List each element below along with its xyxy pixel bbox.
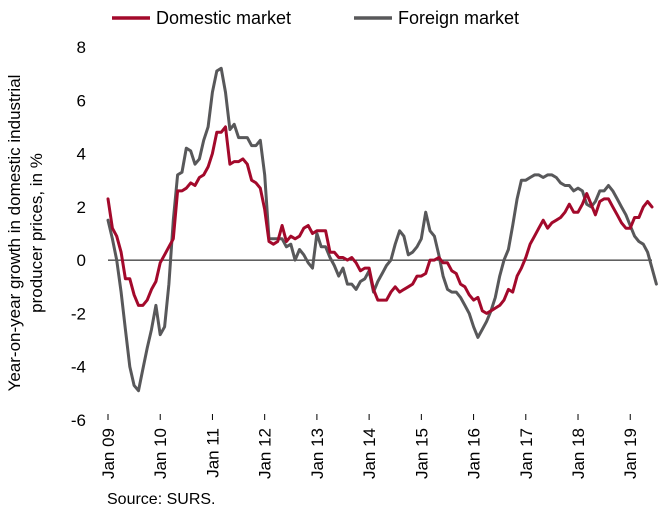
x-tick-label: Jan 18 <box>569 428 588 479</box>
x-tick-label: Jan 10 <box>151 428 170 479</box>
x-tick-label: Jan 12 <box>256 428 275 479</box>
x-tick-label: Jan 14 <box>360 428 379 479</box>
legend-label-foreign-market: Foreign market <box>398 8 519 28</box>
y-tick-label: 2 <box>77 198 86 217</box>
y-tick-label: 6 <box>77 91 86 110</box>
y-tick-label: -6 <box>71 411 86 430</box>
source-note: Source: SURS. <box>107 491 216 508</box>
x-tick-label: Jan 13 <box>308 428 327 479</box>
y-axis-title-line-2: producer prices, in % <box>27 153 46 313</box>
y-tick-label: -2 <box>71 304 86 323</box>
x-tick-label: Jan 15 <box>412 428 431 479</box>
y-axis-ticks: -6 -4 -2 0 2 4 6 8 <box>71 38 86 430</box>
series-line-domestic-market <box>106 125 654 315</box>
y-axis-title: Year-on-year growth in domestic industri… <box>5 75 46 392</box>
x-tick-label: Jan 11 <box>203 428 222 478</box>
y-tick-label: 0 <box>77 251 86 270</box>
x-tick-label: Jan 17 <box>517 428 536 479</box>
y-axis-title-line-1: Year-on-year growth in domestic industri… <box>5 75 24 392</box>
series-layer <box>106 66 658 393</box>
y-tick-label: 4 <box>77 145 86 164</box>
y-tick-label: 8 <box>77 38 86 57</box>
legend-label-domestic-market: Domestic market <box>156 8 291 28</box>
x-tick-label: Jan 19 <box>621 428 640 479</box>
x-tick-label: Jan 16 <box>465 428 484 479</box>
x-axis-ticks: Jan 09 Jan 10 Jan 11 Jan 12 Jan 13 Jan 14 Jan … <box>99 414 640 479</box>
y-tick-label: -4 <box>71 358 86 377</box>
legend: Domestic market Foreign market <box>112 8 519 28</box>
x-tick-label: Jan 09 <box>99 428 118 479</box>
series-line-foreign-market <box>106 66 658 393</box>
